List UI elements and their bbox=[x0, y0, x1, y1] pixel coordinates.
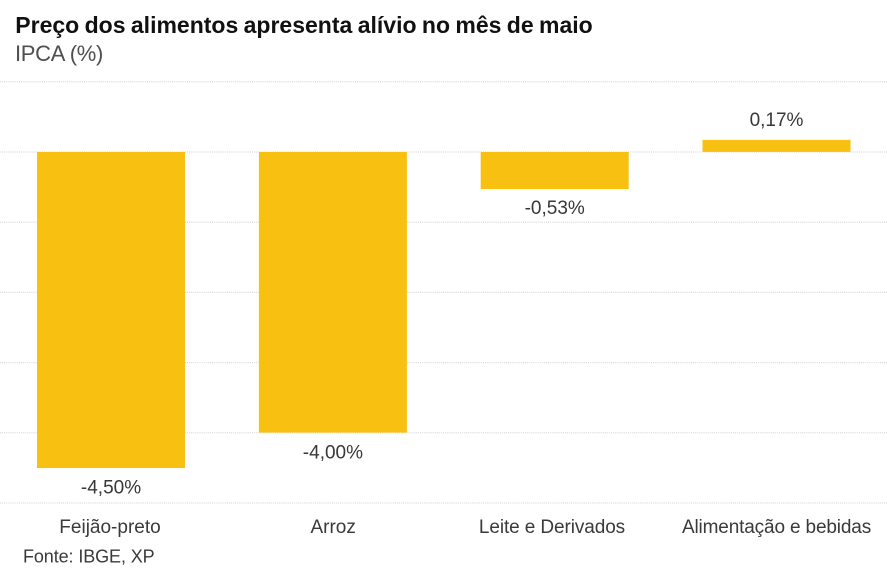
svg-text:Arroz: Arroz bbox=[310, 517, 355, 538]
svg-text:0,17%: 0,17% bbox=[750, 110, 804, 131]
svg-text:Alimentação e bebidas: Alimentação e bebidas bbox=[682, 517, 871, 538]
svg-text:-0,53%: -0,53% bbox=[525, 198, 585, 219]
svg-text:-4,00%: -4,00% bbox=[303, 442, 363, 463]
svg-text:Feijão-preto: Feijão-preto bbox=[59, 517, 160, 538]
svg-text:Leite e Derivados: Leite e Derivados bbox=[479, 517, 625, 538]
svg-text:IPCA (%): IPCA (%) bbox=[15, 41, 103, 66]
svg-text:Fonte: IBGE, XP: Fonte: IBGE, XP bbox=[23, 547, 155, 567]
svg-text:Preço dos alimentos apresenta: Preço dos alimentos apresenta alívio no … bbox=[15, 12, 592, 38]
svg-text:-4,50%: -4,50% bbox=[81, 477, 141, 498]
